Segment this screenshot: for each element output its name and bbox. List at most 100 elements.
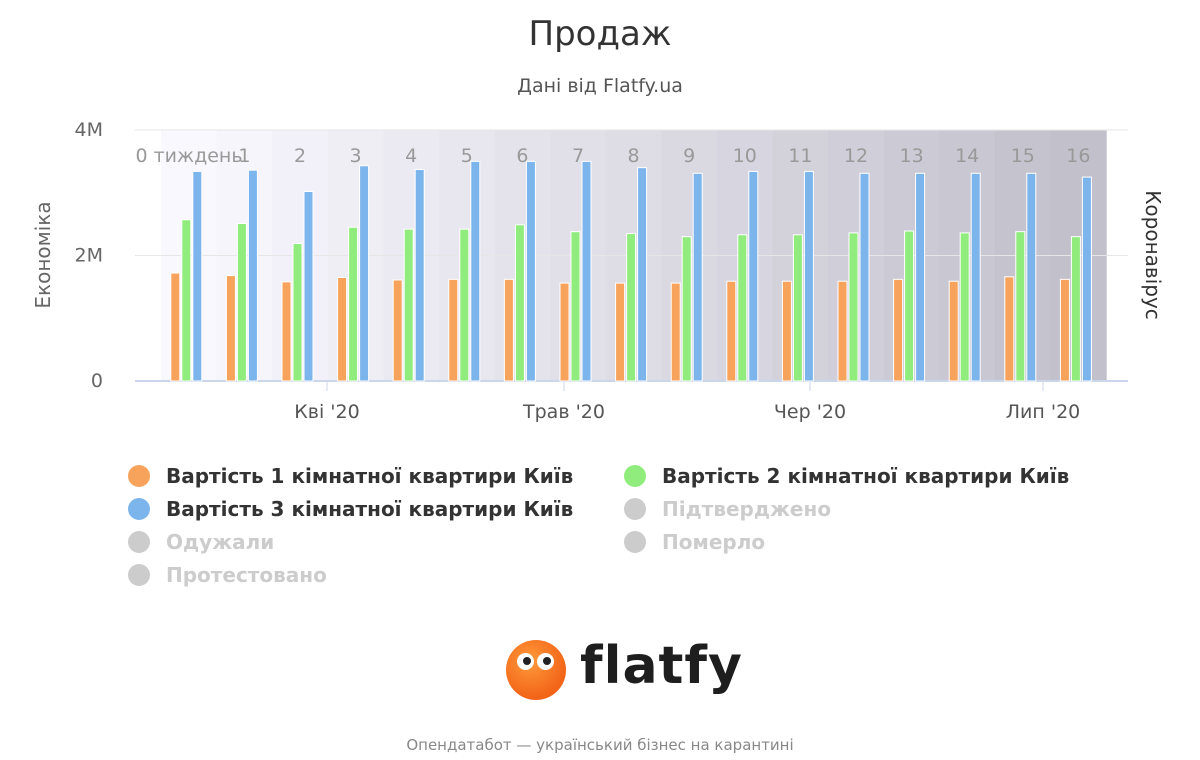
bar — [170, 272, 181, 382]
week-label: 3 — [350, 145, 362, 167]
bar — [514, 224, 525, 382]
bar — [781, 280, 792, 382]
week-label: 5 — [461, 145, 473, 167]
legend-item-3-room[interactable]: Вартість 3 кімнатної квартири Київ — [128, 494, 573, 524]
x-tick-label: Чер '20 — [774, 401, 846, 423]
bar — [247, 169, 258, 382]
bar — [192, 170, 203, 382]
bar — [670, 282, 681, 382]
bar — [414, 169, 425, 382]
week-label: 2 — [294, 145, 306, 167]
bar — [225, 275, 236, 382]
flatfy-logo: flatfy — [506, 636, 742, 704]
legend-label: Підтверджено — [662, 497, 832, 521]
bar — [559, 282, 570, 382]
bar — [626, 233, 637, 382]
legend-item-tested[interactable]: Протестовано — [128, 560, 327, 590]
bar — [1070, 236, 1081, 382]
bar — [615, 282, 626, 382]
legend-dot-icon — [624, 498, 646, 520]
legend-dot-icon — [128, 498, 150, 520]
legend-label: Померло — [662, 530, 766, 554]
flatfy-face-icon — [506, 640, 566, 700]
chart-legend: Вартість 1 кімнатної квартири Київ Варті… — [0, 456, 1200, 596]
legend-item-2-room[interactable]: Вартість 2 кімнатної квартири Київ — [624, 461, 1069, 491]
bar — [403, 228, 414, 382]
bar — [837, 280, 848, 382]
bar — [970, 172, 981, 382]
legend-dot-icon — [128, 465, 150, 487]
bar — [893, 278, 904, 382]
bar — [726, 280, 737, 382]
bar — [1081, 176, 1092, 382]
bar — [1059, 278, 1070, 382]
bar — [236, 222, 247, 382]
week-label: 14 — [955, 145, 979, 167]
legend-item-1-room[interactable]: Вартість 1 кімнатної квартири Київ — [128, 461, 573, 491]
bar — [348, 226, 359, 382]
legend-item-recovered[interactable]: Одужали — [128, 527, 274, 557]
week-label: 15 — [1011, 145, 1035, 167]
legend-label: Вартість 1 кімнатної квартири Київ — [166, 464, 574, 488]
bar — [748, 170, 759, 382]
week-label: 16 — [1066, 145, 1090, 167]
bar — [803, 170, 814, 382]
x-tick-label: Кві '20 — [294, 401, 359, 423]
bar — [904, 230, 915, 382]
bar — [470, 160, 481, 382]
bar — [637, 167, 648, 382]
bar — [859, 172, 870, 382]
y-tick-label: 2M — [75, 245, 103, 267]
logo-text: flatfy — [580, 636, 743, 696]
legend-dot-icon — [128, 531, 150, 553]
bar — [581, 160, 592, 382]
bar — [448, 278, 459, 382]
week-label: 11 — [788, 145, 812, 167]
bar — [303, 190, 314, 382]
legend-item-deaths[interactable]: Померло — [624, 527, 765, 557]
bar — [570, 231, 581, 382]
bar — [737, 234, 748, 382]
y-tick-label: 4M — [75, 119, 103, 141]
bar — [1015, 231, 1026, 382]
legend-item-confirmed[interactable]: Підтверджено — [624, 494, 831, 524]
bar — [792, 234, 803, 382]
footer-caption: Опендатабот — український бізнес на кара… — [406, 736, 794, 754]
week-label: 6 — [516, 145, 528, 167]
bar — [459, 228, 470, 382]
bar — [692, 172, 703, 382]
chart-subtitle: Дані від Flatfy.ua — [517, 75, 683, 97]
bar — [292, 243, 303, 382]
week-label: 12 — [844, 145, 868, 167]
legend-label: Одужали — [166, 530, 275, 554]
week-label: 1 — [238, 145, 250, 167]
week-label: 9 — [683, 145, 695, 167]
bar — [1026, 172, 1037, 382]
x-tick-label: Трав '20 — [522, 401, 605, 423]
legend-label: Протестовано — [166, 563, 327, 587]
bar — [181, 219, 192, 382]
chart-title: Продаж — [528, 14, 672, 54]
legend-dot-icon — [624, 465, 646, 487]
bar — [915, 172, 926, 382]
bar — [848, 232, 859, 382]
week-label: 10 — [733, 145, 757, 167]
bar — [281, 281, 292, 382]
week-label: 13 — [900, 145, 924, 167]
x-tick-label: Лип '20 — [1006, 401, 1081, 423]
bar — [525, 160, 536, 382]
bar — [1004, 276, 1015, 382]
week-label: 7 — [572, 145, 584, 167]
bar — [948, 280, 959, 382]
bar — [359, 165, 370, 382]
week-label: 8 — [628, 145, 640, 167]
legend-label: Вартість 3 кімнатної квартири Київ — [166, 497, 574, 521]
week-label: 4 — [405, 145, 417, 167]
y-axis-title-right: Коронавірус — [1141, 190, 1165, 320]
legend-dot-icon — [128, 564, 150, 586]
bar — [959, 232, 970, 382]
bar — [681, 236, 692, 382]
y-axis-title-left: Економіка — [31, 201, 55, 308]
bar — [392, 279, 403, 382]
